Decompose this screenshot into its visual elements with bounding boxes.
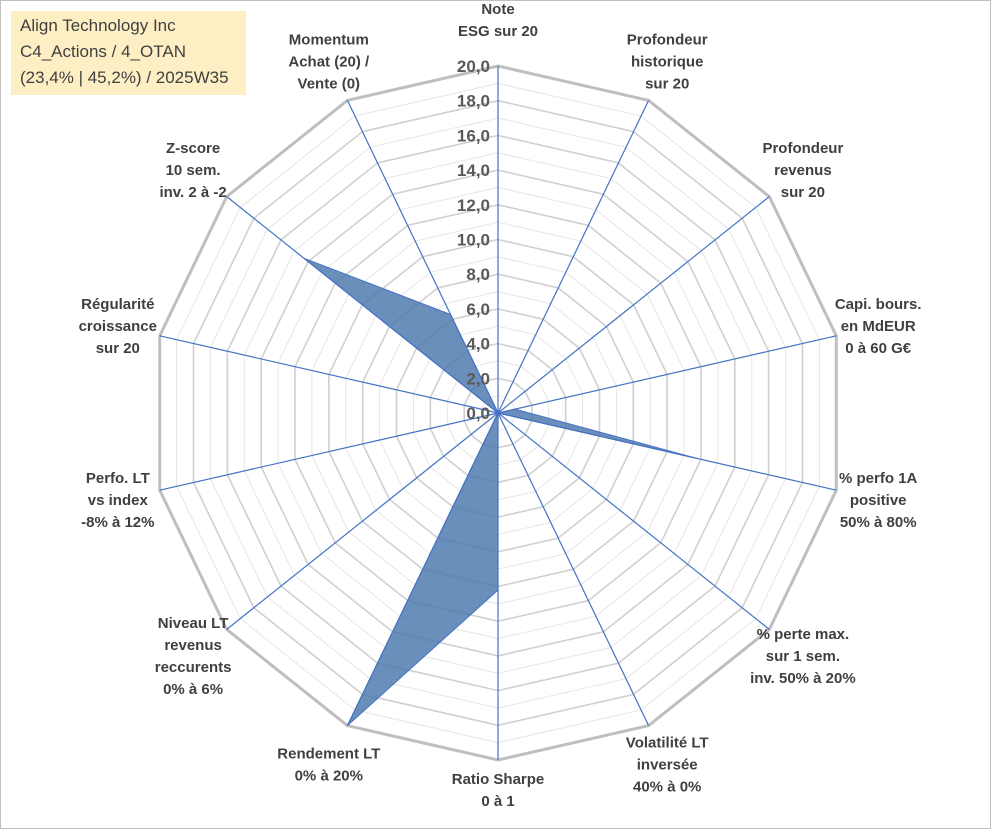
axis-spoke — [346, 412, 499, 726]
axis-spoke — [159, 335, 499, 414]
tick-label: 0,0 — [466, 404, 490, 423]
label-layer: Note ESG sur 20 Profondeur historique sur 20… — [79, 1, 922, 810]
info-box: Align Technology Inc C4_Actions / 4_OTAN… — [11, 11, 246, 95]
axis-label: Volatilité LT inversée 40% à 0% — [626, 734, 709, 795]
axis-label: Profondeur revenus sur 20 — [762, 140, 843, 201]
tick-label: 6,0 — [466, 300, 490, 319]
series-area — [303, 257, 698, 726]
axis-spoke — [497, 412, 770, 630]
axis-label: Niveau LT revenus reccurents 0% à 6% — [155, 615, 232, 698]
axis-spoke — [346, 100, 499, 414]
axis-label: Momentum Achat (20) / Vente (0) — [288, 32, 370, 93]
tick-label: 10,0 — [457, 231, 490, 250]
axis-label: % perte max. sur 1 sem. inv. 50% à 20% — [750, 626, 856, 687]
tick-label: 18,0 — [457, 92, 490, 111]
info-stats: (23,4% | 45,2%) / 2025W35 — [20, 68, 229, 87]
axis-label: Ratio Sharpe 0 à 1 — [452, 771, 545, 810]
axis-label: Z-score 10 sem. inv. 2 à -2 — [159, 140, 226, 201]
tick-label: 14,0 — [457, 161, 490, 180]
axis-label: Note ESG sur 20 — [458, 1, 538, 40]
axis-spoke — [497, 100, 650, 414]
axis-label: Capi. bours. en MdEUR 0 à 60 G€ — [835, 296, 922, 357]
tick-label: 2,0 — [466, 369, 490, 388]
tick-layer: 0,0 2,0 4,0 6,0 8,0 10,0 12,0 14,0 16,0 18,0 20,0 — [457, 57, 490, 423]
axis-spoke — [159, 412, 499, 491]
axis-spoke — [497, 196, 770, 414]
axis-label: Rendement LT 0% à 20% — [277, 745, 380, 784]
axis-spoke — [226, 196, 499, 414]
axis-label: % perfo 1A positive 50% à 80% — [839, 470, 918, 531]
tick-label: 8,0 — [466, 265, 490, 284]
spoke-layer — [159, 66, 837, 760]
axis-label: Profondeur historique sur 20 — [627, 32, 708, 93]
tick-label: 4,0 — [466, 335, 490, 354]
axis-spoke — [497, 412, 650, 726]
tick-label: 16,0 — [457, 126, 490, 145]
axis-spoke — [226, 412, 499, 630]
axis-spoke — [497, 335, 837, 414]
axis-label: Régularité croissance sur 20 — [79, 296, 157, 357]
tick-label: 20,0 — [457, 57, 490, 76]
axis-spoke — [497, 412, 837, 491]
axis-label: Perfo. LT vs index -8% à 12% — [81, 470, 154, 531]
tick-label: 12,0 — [457, 196, 490, 215]
info-category: C4_Actions / 4_OTAN — [20, 42, 186, 61]
info-title: Align Technology Inc — [20, 16, 176, 35]
